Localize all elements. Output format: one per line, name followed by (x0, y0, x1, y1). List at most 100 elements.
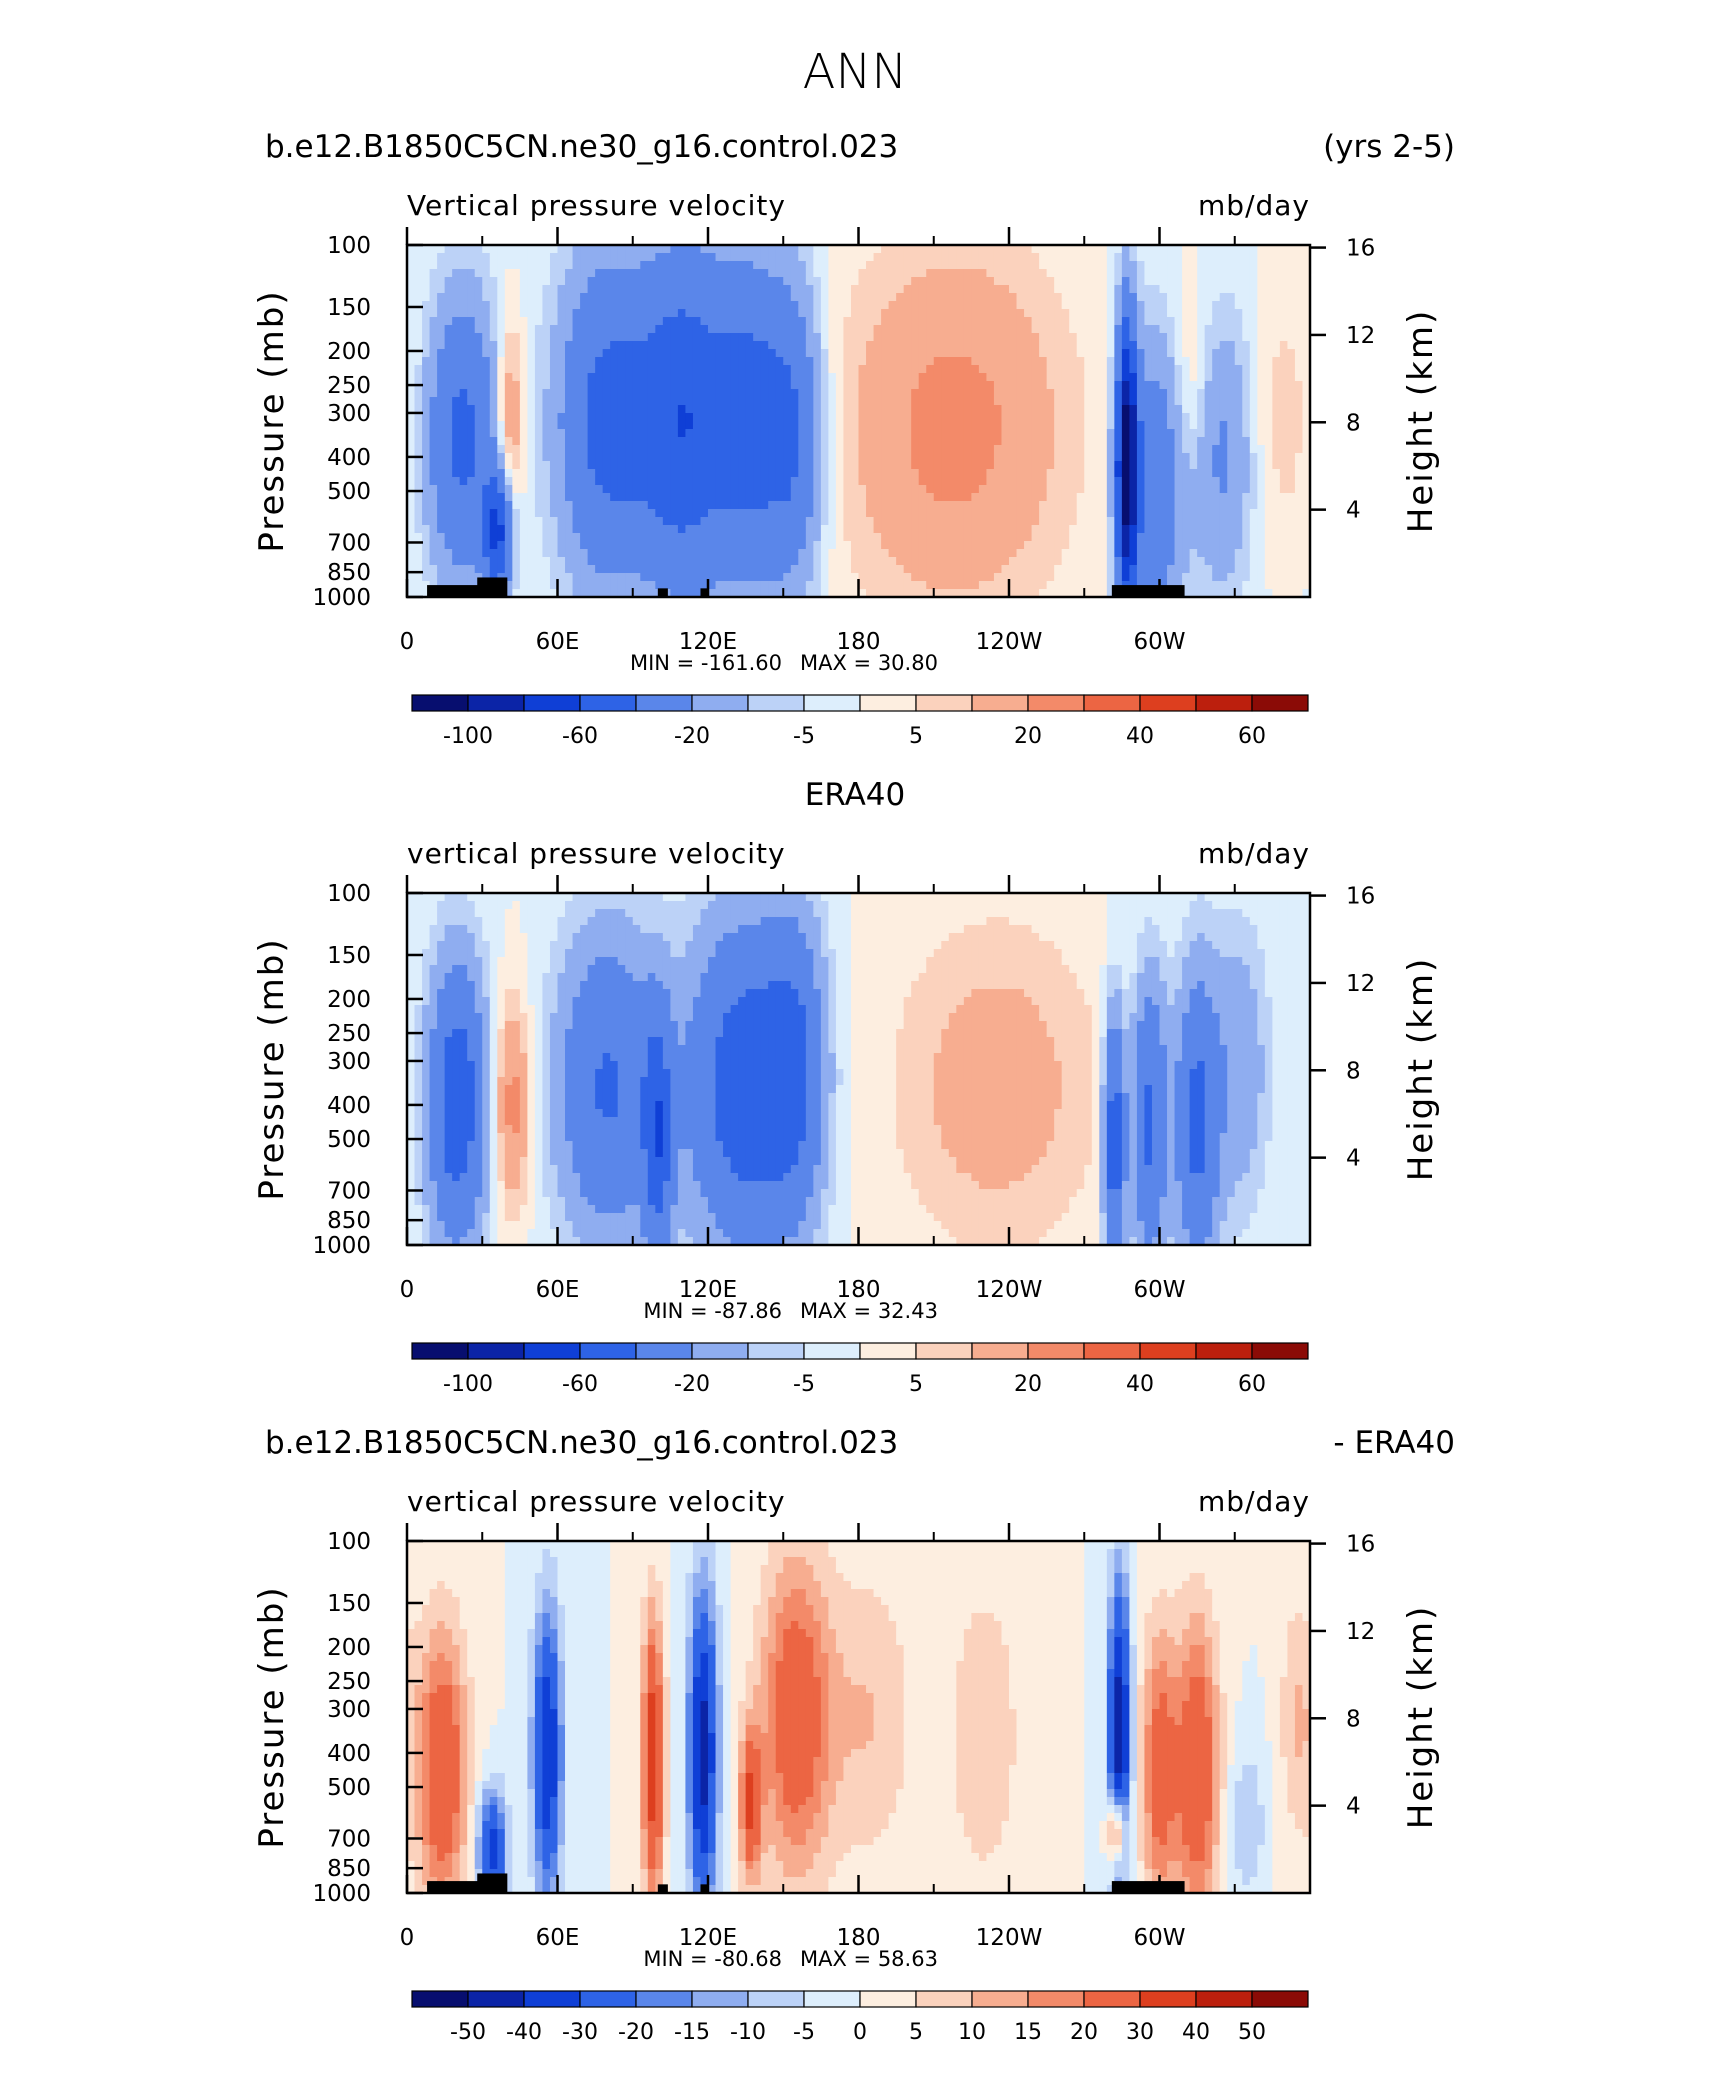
field-cell (956, 293, 965, 302)
field-cell (768, 277, 777, 286)
field-cell (1287, 509, 1296, 518)
field-cell (662, 325, 671, 334)
field-cell (700, 469, 709, 478)
field-cell (1159, 477, 1168, 486)
field-cell (971, 549, 980, 558)
field-cell (1167, 389, 1176, 398)
field-cell (1212, 533, 1221, 542)
field-cell (1054, 269, 1063, 278)
field-cell (820, 349, 830, 358)
field-cell (655, 365, 664, 374)
field-cell (519, 533, 529, 542)
field-cell (768, 397, 777, 406)
field-cell (610, 573, 619, 582)
field-cell (1279, 405, 1289, 414)
field-cell (1144, 485, 1153, 494)
field-cell (549, 317, 559, 326)
field-cell (625, 541, 634, 550)
field-cell (489, 533, 498, 542)
field-cell (459, 413, 468, 422)
field-cell (903, 309, 912, 318)
field-cell (896, 437, 905, 446)
field-cell (632, 573, 641, 582)
field-cell (1167, 269, 1176, 278)
field-cell (557, 381, 566, 390)
field-cell (677, 437, 687, 446)
field-cell (948, 301, 957, 310)
field-cell (858, 565, 867, 574)
field-cell (888, 261, 897, 270)
field-cell (1001, 461, 1010, 470)
field-cell (1151, 277, 1161, 286)
field-cell (858, 517, 867, 526)
field-cell (783, 437, 792, 446)
field-cell (805, 469, 814, 478)
field-cell (1279, 501, 1289, 510)
field-cell (948, 509, 957, 518)
field-cell (1287, 557, 1296, 566)
field-cell (1264, 565, 1273, 574)
field-cell (422, 373, 431, 382)
field-cell (1046, 285, 1055, 294)
field-cell (1084, 421, 1093, 430)
field-cell (407, 333, 416, 342)
field-cell (828, 509, 837, 518)
field-cell (662, 357, 671, 366)
field-cell (768, 349, 777, 358)
field-cell (1167, 357, 1176, 366)
field-cell (1076, 501, 1085, 510)
field-cell (1054, 309, 1063, 318)
field-cell (549, 501, 559, 510)
field-cell (775, 445, 784, 454)
field-cell (677, 533, 687, 542)
field-cell (565, 573, 574, 582)
field-cell (1174, 525, 1183, 534)
field-cell (557, 493, 566, 502)
field-cell (1016, 253, 1025, 262)
field-cell (798, 293, 807, 302)
field-cell (595, 261, 604, 270)
field-cell (933, 565, 942, 574)
field-cell (587, 413, 596, 422)
field-cell (700, 429, 709, 438)
field-cell (1151, 325, 1161, 334)
field-cell (1136, 389, 1146, 398)
field-cell (452, 445, 461, 454)
field-cell (1084, 309, 1093, 318)
field-cell (677, 397, 687, 406)
field-cell (1159, 325, 1168, 334)
field-cell (1234, 301, 1243, 310)
field-cell (835, 365, 845, 374)
field-cell (1144, 413, 1153, 422)
field-cell (1039, 261, 1048, 270)
field-cell (820, 389, 830, 398)
field-cell (1144, 277, 1153, 286)
field-cell (828, 381, 837, 390)
field-cell (549, 389, 559, 398)
field-cell (580, 517, 589, 526)
field-cell (775, 333, 784, 342)
field-cell (1197, 421, 1206, 430)
field-cell (1294, 469, 1304, 478)
field-cell (1046, 533, 1055, 542)
field-cell (407, 397, 416, 406)
field-cell (632, 293, 641, 302)
field-cell (572, 405, 581, 414)
field-cell (850, 501, 860, 510)
field-cell (1076, 301, 1085, 310)
field-cell (497, 381, 506, 390)
field-cell (527, 365, 536, 374)
field-cell (948, 541, 957, 550)
field-cell (738, 461, 747, 470)
field-cell (903, 261, 912, 270)
field-cell (1076, 541, 1085, 550)
field-cell (647, 501, 656, 510)
field-cell (745, 413, 754, 422)
field-cell (933, 429, 942, 438)
field-cell (933, 389, 942, 398)
field-cell (692, 253, 702, 262)
field-cell (422, 381, 431, 390)
field-cell (1249, 533, 1258, 542)
field-cell (1227, 325, 1236, 334)
field-cell (482, 309, 491, 318)
